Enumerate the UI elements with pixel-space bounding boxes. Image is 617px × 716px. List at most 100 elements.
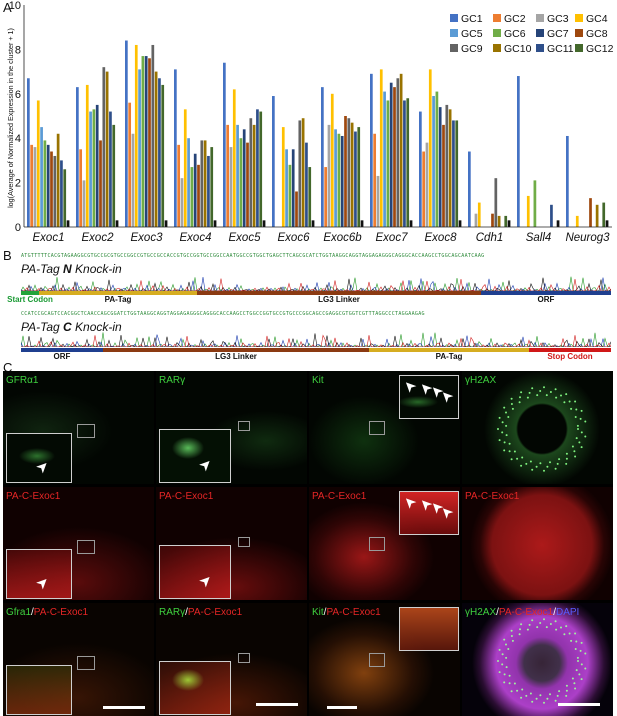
- focus-dot: [573, 450, 576, 453]
- merge-green-label: Kit: [312, 607, 324, 618]
- label-merge-4: γH2AX/PA-C-Exoc1/DAPI: [465, 607, 579, 618]
- bar-GC5-Exoc3: [138, 69, 141, 227]
- focus-dot: [575, 408, 578, 411]
- bar-GC3-Exoc2: [82, 180, 86, 227]
- bar-GC12-Exoc1: [63, 169, 67, 227]
- focus-dot: [503, 681, 506, 684]
- category-label: Neurog3: [565, 232, 610, 244]
- bar-GC9-Exoc2: [102, 67, 106, 227]
- merge-red-label: PA-C-Exoc1: [187, 607, 243, 618]
- bar-GC8-Exoc2: [99, 140, 102, 227]
- focus-dot: [575, 640, 578, 643]
- focus-dot: [505, 656, 508, 659]
- bar-GC4-Exoc2: [85, 84, 89, 227]
- roi-box: [369, 653, 385, 667]
- track-segment: [103, 348, 369, 352]
- n-knockin-title-pre: PA-Tag: [21, 262, 64, 276]
- bar-GC7-Exoc1: [46, 144, 50, 227]
- focus-dot: [568, 632, 571, 635]
- focus-dot: [510, 629, 513, 632]
- image-gfra1-red: PA-C-Exoc1 ➤: [3, 487, 154, 600]
- focus-dot: [505, 666, 508, 669]
- legend-label: GC7: [547, 28, 569, 40]
- bar-GC6-Exoc5: [239, 138, 243, 227]
- focus-dot: [503, 441, 506, 444]
- bar-GC8-Exoc5: [246, 142, 249, 227]
- bar-GC10-Neurog3: [595, 204, 599, 227]
- focus-dot: [574, 687, 577, 690]
- bar-marker-Exoc4: [213, 220, 217, 227]
- focus-dot: [554, 620, 557, 623]
- focus-dot: [531, 387, 534, 390]
- chart-category-labels: Exoc1 Exoc2 Exoc3 Exoc4 Exoc5 Exoc6 Exoc6b Exoc…: [33, 232, 611, 244]
- focus-dot: [519, 396, 521, 399]
- focus-dot: [546, 465, 549, 468]
- chart-bars: [27, 40, 609, 228]
- image-kit-green: Kit ➤ ➤ ➤ ➤: [309, 371, 460, 484]
- bar-GC6-Exoc6: [288, 164, 292, 227]
- label-red-3: PA-C-Exoc1: [312, 491, 367, 502]
- n-knockin-title-post: Knock-in: [71, 262, 122, 276]
- bar-GC8-Cdh1: [491, 213, 494, 227]
- panel-label-c: C: [3, 360, 13, 375]
- focus-dot: [525, 462, 528, 465]
- scale-bar: [256, 703, 298, 706]
- bar-marker-Exoc7: [409, 220, 413, 227]
- category-label: Exoc5: [229, 232, 262, 244]
- chart-legend: GC1 GC2 GC3 GC4 GC5 GC6 GC7 GC8 GC9 GC10 GC11 GC12: [450, 13, 614, 55]
- inset-zoom: [399, 607, 459, 651]
- bar-GC2-Exoc5: [226, 124, 230, 227]
- c-knockin-title-pre: PA-Tag: [21, 320, 64, 334]
- focus-dot: [521, 688, 524, 691]
- focus-dot: [497, 428, 499, 430]
- bar-GC1-Exoc2: [76, 87, 79, 227]
- bar-GC5-Exoc2: [89, 111, 92, 227]
- roi-box: [238, 537, 250, 547]
- legend-label: GC9: [461, 43, 483, 55]
- legend-label: GC5: [461, 28, 483, 40]
- focus-dot: [528, 623, 531, 626]
- focus-dot: [580, 446, 583, 449]
- focus-dot: [563, 401, 566, 404]
- focus-dot: [535, 697, 538, 700]
- bar-GC12-Exoc8: [455, 120, 459, 227]
- inset-zoom: [6, 665, 72, 715]
- panel-label-b: B: [3, 248, 12, 263]
- bar-GC6-Exoc7: [386, 100, 390, 227]
- chart-axes: [23, 5, 612, 228]
- arrow-icon: ➤: [33, 457, 52, 476]
- focus-dot: [510, 458, 513, 461]
- bar-GC2-Exoc2: [79, 149, 83, 227]
- track-segment: [481, 291, 611, 295]
- focus-dot: [510, 635, 513, 637]
- bar-GC4-Exoc4: [183, 109, 187, 227]
- focus-dot: [558, 458, 561, 461]
- focus-dot: [565, 462, 568, 465]
- bar-GC6-Sall4: [533, 180, 537, 227]
- focus-dot: [568, 400, 571, 403]
- bar-GC11-Exoc5: [256, 109, 259, 227]
- bar-GC5-Exoc4: [187, 138, 190, 227]
- bar-GC9-Exoc4: [200, 140, 204, 227]
- inset-zoom: ➤: [159, 429, 231, 483]
- legend-swatch: [536, 44, 544, 52]
- bar-GC8-Exoc1: [50, 151, 53, 227]
- bar-GC4-Exoc6b: [330, 93, 334, 227]
- focus-dot: [536, 626, 539, 629]
- roi-box: [238, 421, 250, 431]
- focus-dot: [498, 416, 501, 419]
- legend-swatch: [450, 14, 458, 22]
- n-knockin-title: PA-Tag N Knock-in: [21, 262, 122, 276]
- focus-dot: [501, 663, 504, 666]
- bar-GC1-Exoc5: [223, 62, 226, 227]
- label-merge-3: Kit/PA-C-Exoc1: [312, 607, 381, 618]
- focus-dot: [573, 682, 576, 685]
- legend-swatch: [493, 14, 501, 22]
- bar-GC10-Cdh1: [497, 215, 501, 227]
- label-red-1: PA-C-Exoc1: [6, 491, 61, 502]
- bar-marker-Cdh1: [507, 220, 511, 227]
- bar-GC8-Exoc7: [393, 87, 396, 227]
- bar-marker-Exoc1: [66, 220, 70, 227]
- label-h2ax: γH2AX: [465, 375, 497, 386]
